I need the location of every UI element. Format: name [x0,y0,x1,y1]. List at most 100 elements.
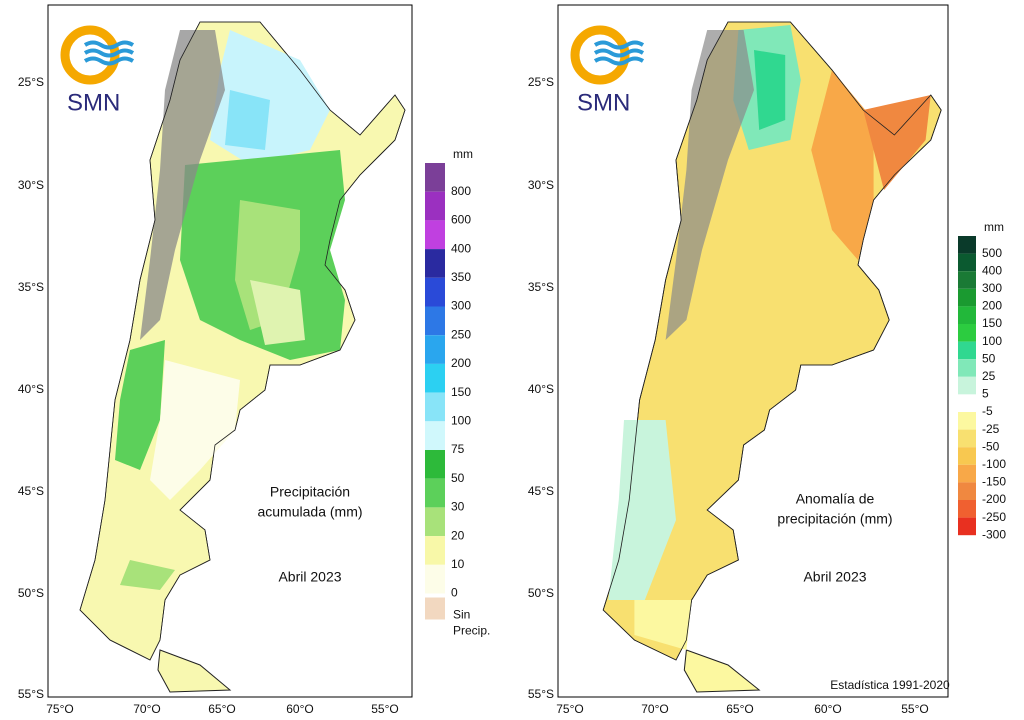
legend-swatch [425,335,445,364]
lon-label: 75°O [556,702,583,716]
map-date: Abril 2023 [278,569,341,585]
legend-label: -250 [982,510,1006,524]
legend-swatch [958,271,976,289]
legend-label: Precip. [453,624,490,638]
legend-swatch [425,249,445,278]
legend-swatch [425,450,445,479]
legend-label: 50 [451,471,465,485]
lat-label: 35°S [528,280,554,294]
legend-label: -50 [982,439,1000,453]
legend-label: 5 [982,387,989,401]
legend-swatch [425,597,445,620]
map-title: precipitación (mm) [777,511,892,527]
legend-swatch [425,536,445,565]
legend-label: -100 [982,457,1006,471]
legend-swatch [958,288,976,307]
legend-label: 75 [451,442,465,456]
stats-note: Estadística 1991-2020 [830,678,950,692]
legend-label: 20 [451,528,465,542]
legend-label: 50 [982,351,996,365]
lon-label: 65°O [726,702,753,716]
legend-swatch [958,429,976,448]
lat-label: 55°S [18,687,44,701]
legend-swatch [425,191,445,221]
lat-label: 50°S [18,586,44,600]
legend-label: 30 [451,500,465,514]
map-title: Anomalía de [796,491,875,507]
legend-swatch [425,306,445,336]
legend-swatch [425,220,445,250]
legend-swatch [958,517,976,536]
legend-label: -300 [982,527,1006,541]
legend-swatch [425,564,445,594]
map-title: Precipitación [270,484,350,500]
legend-label: -200 [982,492,1006,506]
legend-swatch [425,507,445,537]
lat-label: 30°S [528,178,554,192]
legend-swatch [958,500,976,518]
legend-label: 200 [451,356,471,370]
legend-label: 600 [451,213,471,227]
legend-label: 10 [451,557,465,571]
map-left [47,4,413,698]
legend-unit: mm [984,220,1004,234]
legend-swatch [425,363,445,393]
logo-wave [593,40,645,50]
lat-label: 35°S [18,280,44,294]
lat-label: 25°S [18,75,44,89]
lat-label: 50°S [528,586,554,600]
legend-swatch [958,447,976,465]
lat-label: 30°S [18,178,44,192]
legend-swatch [958,253,976,272]
logo-wave [593,56,645,66]
legend-swatch [958,324,976,342]
legend-swatch [958,341,976,360]
logo-text: SMN [577,89,630,116]
lat-label: 40°S [18,382,44,396]
lon-label: 55°O [371,702,398,716]
legend-label: 100 [451,413,471,427]
legend-swatch [958,236,976,254]
legend-label: 300 [451,299,471,313]
legend-label: 500 [982,246,1002,260]
lat-label: 45°S [18,484,44,498]
lat-label: 55°S [528,687,554,701]
legend-swatch [958,376,976,395]
legend-label: 800 [451,184,471,198]
legend-label: 100 [982,334,1002,348]
map-right [557,4,949,698]
legend-swatch [958,482,976,500]
map-title: acumulada (mm) [257,504,362,520]
legend-swatch [958,359,976,377]
lon-label: 75°O [46,702,73,716]
legend-label: -5 [982,404,993,418]
legend-swatch [425,277,445,307]
logo-wave [83,56,135,66]
lon-label: 70°O [641,702,668,716]
legend-swatch [425,421,445,450]
logo-text: SMN [67,89,120,116]
legend-label: 400 [982,263,1002,277]
legend-swatch [958,464,976,483]
legend-unit: mm [453,147,473,161]
lon-label: 70°O [133,702,160,716]
legend-swatch [958,412,976,430]
logo-wave [593,48,645,58]
legend-label: 200 [982,299,1002,313]
legend-label: 250 [451,327,471,341]
legend-label: 25 [982,369,996,383]
lon-label: 65°O [208,702,235,716]
logo-wave [83,40,135,50]
lon-label: 60°O [814,702,841,716]
lon-label: 60°O [286,702,313,716]
legend-label: 0 [451,586,458,600]
legend-swatch [425,392,445,422]
legend-swatch [958,306,976,324]
legend-label: 300 [982,281,1002,295]
map-date: Abril 2023 [803,569,866,585]
legend-label: -25 [982,422,1000,436]
legend-label: 400 [451,241,471,255]
legend-label: 350 [451,270,471,284]
legend-swatch [958,394,976,412]
